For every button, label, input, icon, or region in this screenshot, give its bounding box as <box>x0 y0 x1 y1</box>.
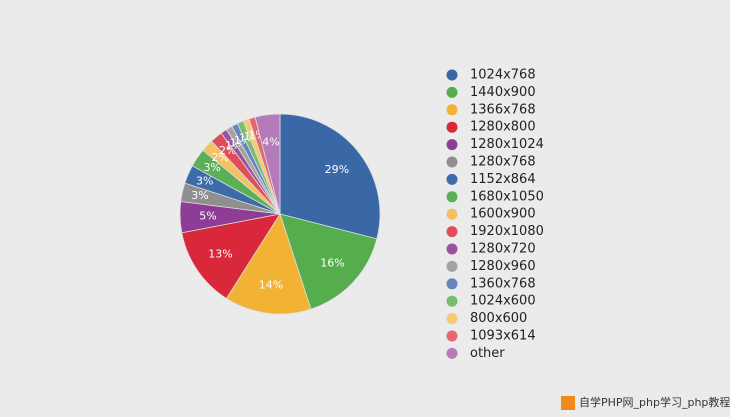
legend-swatch <box>446 208 458 220</box>
slice-label: 5% <box>199 209 216 222</box>
slice-label: 13% <box>208 247 232 260</box>
legend-label: 1152x864 <box>470 172 536 187</box>
legend-swatch <box>446 243 458 255</box>
legend-label: 800x600 <box>470 311 527 326</box>
legend-swatch <box>446 295 458 307</box>
legend-label: 1920x1080 <box>470 224 544 239</box>
legend-label: 1280x720 <box>470 242 536 257</box>
legend-swatch <box>446 156 458 168</box>
pie-slice <box>181 213 281 299</box>
legend-label: other <box>470 346 505 361</box>
legend-swatch <box>446 121 458 133</box>
slice-label: 4% <box>262 136 279 149</box>
slice-label: 14% <box>259 278 283 291</box>
slice-label: 29% <box>325 163 349 176</box>
slice-label: 16% <box>320 256 344 269</box>
pie-slice <box>225 213 312 315</box>
legend-label: 1366x768 <box>470 102 536 117</box>
legend: 1024x768 1440x900 1366x768 1280x800 1280x102… <box>446 68 544 361</box>
pie-slice <box>254 113 281 215</box>
legend-swatch <box>446 347 458 359</box>
legend-swatch <box>446 139 458 151</box>
legend-swatch <box>446 69 458 81</box>
legend-label: 1024x600 <box>470 294 536 309</box>
legend-label: 1440x900 <box>470 85 536 100</box>
legend-swatch <box>446 330 458 342</box>
slice-label: 3% <box>196 174 213 187</box>
legend-label: 1280x800 <box>470 120 536 135</box>
legend-label: 1280x960 <box>470 259 536 274</box>
pie: 29%16%14%13%5%3%3%3%2%2%1%1%1%1%1%1%4% <box>179 113 381 315</box>
legend-label: 1093x614 <box>470 329 536 344</box>
legend-label: 1024x768 <box>470 68 536 83</box>
legend-label: 1600x900 <box>470 207 536 222</box>
legend-swatch <box>446 86 458 98</box>
legend-swatch <box>446 104 458 116</box>
legend-label: 1360x768 <box>470 276 536 291</box>
legend-swatch <box>446 278 458 290</box>
watermark-icon <box>561 396 575 410</box>
legend-label: 1680x1050 <box>470 189 544 204</box>
pie-slice <box>279 113 381 240</box>
legend-swatch <box>446 173 458 185</box>
slice-label: 3% <box>203 161 220 174</box>
legend-swatch <box>446 313 458 325</box>
watermark: 自学PHP网_php学习_php教程 <box>579 395 730 409</box>
pie-slice <box>279 213 378 310</box>
legend-label: 1280x1024 <box>470 137 544 152</box>
legend-swatch <box>446 191 458 203</box>
legend-label: 1280x768 <box>470 155 536 170</box>
legend-swatch <box>446 226 458 238</box>
slice-label: 3% <box>191 189 208 202</box>
legend-swatch <box>446 260 458 272</box>
